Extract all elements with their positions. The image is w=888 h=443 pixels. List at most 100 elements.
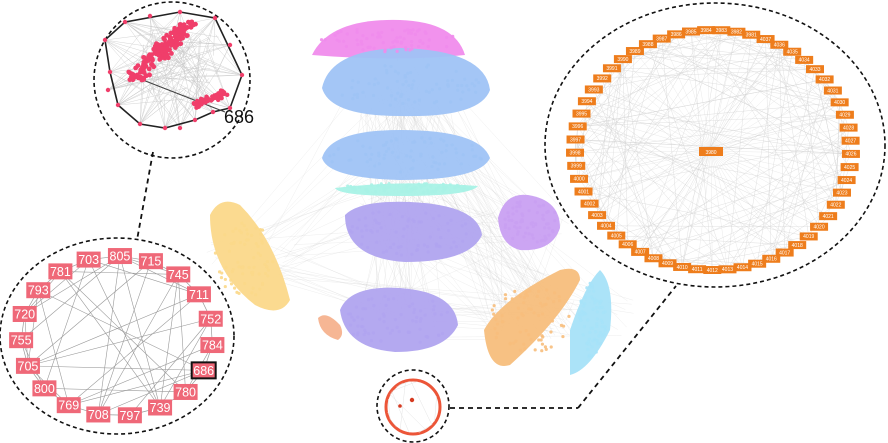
graph-node	[581, 333, 585, 337]
graph-node	[510, 297, 514, 301]
node-label-4019: 4019	[799, 232, 818, 241]
node	[141, 69, 147, 75]
graph-node	[399, 244, 403, 249]
graph-node	[224, 265, 228, 269]
inset-right-edges	[574, 30, 852, 271]
graph-node	[385, 86, 390, 90]
graph-node	[527, 333, 531, 337]
graph-node	[424, 334, 428, 339]
node-label-4001: 4001	[574, 187, 593, 196]
graph-node	[237, 265, 241, 269]
graph-node	[387, 147, 391, 151]
svg-text:4004: 4004	[600, 224, 611, 230]
graph-node	[550, 319, 554, 323]
node-label-4030: 4030	[830, 98, 849, 107]
graph-node	[381, 41, 385, 45]
graph-node	[591, 326, 595, 330]
graph-node	[271, 260, 275, 264]
graph-node	[344, 44, 349, 49]
graph-node	[423, 313, 427, 317]
node-label-4022: 4022	[826, 200, 845, 209]
graph-node	[495, 331, 499, 335]
node-label-780: 780	[173, 383, 198, 400]
graph-node	[372, 46, 376, 50]
graph-node	[595, 339, 599, 344]
svg-text:4000: 4000	[573, 177, 584, 183]
svg-text:4014: 4014	[737, 265, 748, 271]
node-label-4024: 4024	[837, 176, 856, 185]
node-label-752: 752	[198, 310, 223, 327]
node-label-797: 797	[117, 407, 142, 424]
svg-text:3983: 3983	[716, 28, 727, 34]
node-label-4037: 4037	[756, 35, 775, 44]
graph-node	[360, 242, 364, 246]
graph-node	[432, 101, 436, 105]
graph-node	[252, 265, 256, 269]
svg-text:3993: 3993	[588, 87, 599, 93]
graph-node	[350, 230, 354, 234]
graph-node	[420, 136, 424, 140]
graph-node	[259, 232, 263, 236]
graph-node	[363, 307, 368, 311]
svg-text:4025: 4025	[844, 165, 855, 171]
node-label-3988: 3988	[638, 40, 657, 49]
node	[177, 125, 183, 131]
graph-node	[408, 304, 412, 308]
graph-node	[429, 141, 433, 145]
graph-node	[516, 306, 520, 310]
graph-node	[523, 347, 527, 351]
graph-node	[266, 274, 270, 278]
graph-node	[567, 314, 571, 318]
inset-bottom-left-border	[0, 237, 235, 435]
graph-node	[418, 309, 423, 313]
graph-node	[330, 160, 334, 164]
graph-node	[595, 322, 599, 326]
cluster-sky	[570, 270, 612, 375]
node-label-4034: 4034	[795, 55, 814, 64]
svg-text:4007: 4007	[635, 250, 646, 256]
inset-bottom-small-center-node	[409, 397, 415, 403]
graph-node	[439, 137, 443, 141]
graph-node	[533, 348, 537, 352]
graph-node	[336, 31, 340, 35]
graph-node	[477, 80, 481, 85]
graph-node	[251, 270, 255, 274]
graph-node	[400, 215, 404, 219]
graph-node	[590, 345, 594, 349]
graph-node	[598, 305, 602, 310]
svg-text:4016: 4016	[766, 257, 777, 263]
graph-node	[581, 304, 586, 308]
graph-node	[580, 313, 584, 317]
graph-node	[523, 231, 528, 235]
node	[168, 35, 174, 41]
svg-text:4021: 4021	[823, 214, 834, 220]
graph-node	[431, 308, 436, 312]
node-label-3986: 3986	[667, 30, 686, 39]
graph-node	[367, 332, 371, 336]
graph-node	[234, 227, 238, 231]
graph-node	[443, 186, 447, 190]
graph-node	[213, 251, 218, 255]
graph-node	[430, 190, 434, 194]
graph-node	[461, 90, 465, 94]
graph-node	[382, 314, 386, 318]
graph-node	[254, 242, 258, 246]
svg-text:805: 805	[110, 250, 131, 264]
svg-text:4035: 4035	[787, 50, 798, 56]
graph-node	[561, 334, 565, 339]
node-label-3981: 3981	[742, 30, 761, 39]
graph-node	[355, 30, 359, 34]
graph-node	[390, 150, 395, 154]
graph-node	[411, 140, 415, 145]
node-label-793: 793	[26, 282, 51, 299]
graph-node	[426, 44, 430, 49]
graph-node	[557, 294, 561, 299]
graph-node	[357, 218, 361, 222]
node-label-3985: 3985	[681, 27, 700, 36]
graph-node	[594, 350, 598, 354]
svg-text:4031: 4031	[827, 88, 838, 94]
graph-node	[500, 320, 504, 324]
graph-node	[440, 331, 445, 336]
graph-node	[430, 164, 434, 169]
